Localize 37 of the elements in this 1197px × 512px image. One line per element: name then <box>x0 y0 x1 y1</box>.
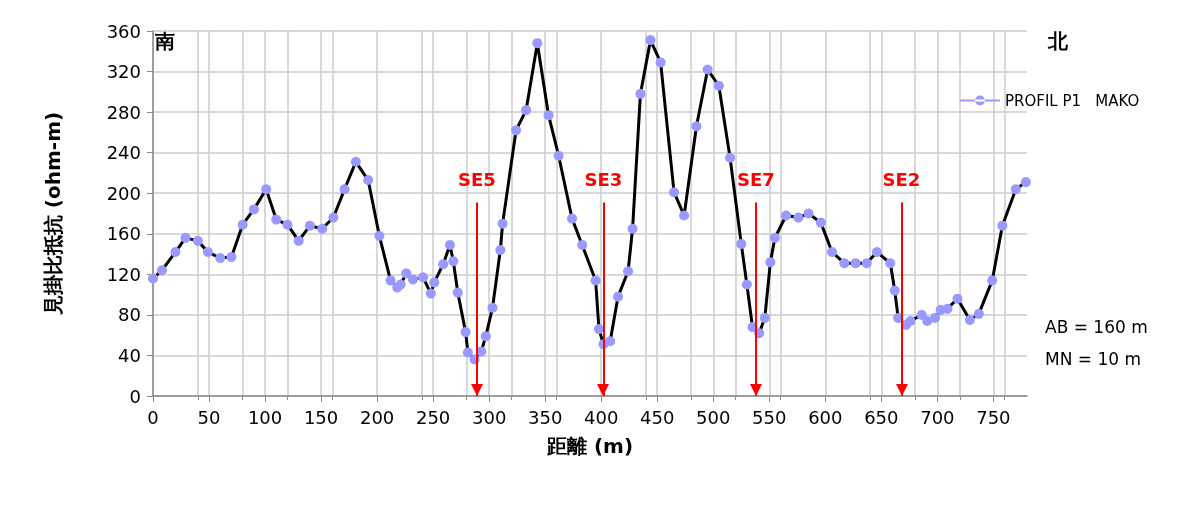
x-tick-label: 700 <box>920 406 955 428</box>
x-tick-label: 300 <box>471 406 507 428</box>
y-tick-label: 320 <box>106 61 141 83</box>
y-tick-label: 280 <box>106 101 141 123</box>
x-tick-label: 500 <box>696 406 731 428</box>
x-tick-label: 250 <box>415 406 451 428</box>
x-tick-label: 750 <box>976 406 1011 428</box>
x-tick-label: 100 <box>247 406 283 428</box>
ref-line-label: SE7 <box>736 169 775 191</box>
y-tick-label: 120 <box>106 263 141 285</box>
x-tick-label: 650 <box>864 406 899 428</box>
x-axis-title: 距離 (m) <box>545 434 634 458</box>
x-tick-label: 450 <box>640 406 675 428</box>
text: AB = 160 m <box>1045 316 1148 337</box>
ref-line-label: SE3 <box>584 169 623 191</box>
y-tick-label: 240 <box>106 142 141 164</box>
text: 北 <box>1047 29 1069 53</box>
x-tick-label: 550 <box>752 406 787 428</box>
legend-label: PROFIL P1 MAKO <box>1005 91 1140 110</box>
x-tick-label: 0 <box>147 406 159 428</box>
ref-line-label: SE5 <box>457 169 496 191</box>
y-tick-label: 360 <box>106 20 141 42</box>
x-tick-label: 150 <box>303 406 339 428</box>
y-tick-label: 0 <box>129 385 141 407</box>
y-tick-label: 200 <box>106 182 141 204</box>
annotation: 南 <box>154 29 175 53</box>
ref-line-label: SE2 <box>882 169 921 191</box>
x-tick-label: 600 <box>808 406 843 428</box>
y-tick-label: 160 <box>106 223 141 245</box>
x-tick-label: 50 <box>197 406 221 428</box>
x-tick-label: 400 <box>584 406 619 428</box>
y-tick-label: 40 <box>118 344 141 366</box>
y-tick-label: 80 <box>118 304 141 326</box>
x-tick-label: 350 <box>528 406 563 428</box>
text: MN = 10 m <box>1045 348 1142 369</box>
y-axis-title: 見掛比抵抗 (ohm-m) <box>41 111 65 317</box>
x-tick-label: 200 <box>359 406 395 428</box>
